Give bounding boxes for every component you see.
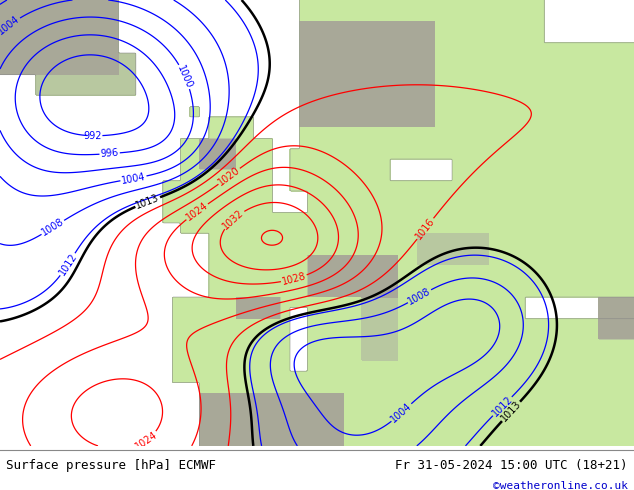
Text: 1004: 1004 [0, 14, 22, 37]
Text: 1024: 1024 [133, 429, 159, 451]
Text: 1004: 1004 [389, 401, 414, 424]
Text: 1013: 1013 [499, 399, 523, 424]
Text: 1028: 1028 [281, 271, 307, 287]
Text: 1012: 1012 [57, 251, 79, 277]
Text: Surface pressure [hPa] ECMWF: Surface pressure [hPa] ECMWF [6, 459, 216, 472]
Text: 1024: 1024 [184, 200, 210, 223]
Text: Fr 31-05-2024 15:00 UTC (18+21): Fr 31-05-2024 15:00 UTC (18+21) [395, 459, 628, 472]
Text: 1000: 1000 [176, 63, 195, 90]
Text: 1004: 1004 [120, 172, 146, 186]
Text: 1020: 1020 [216, 165, 242, 188]
Text: 1008: 1008 [40, 217, 66, 238]
Text: 1016: 1016 [414, 216, 437, 242]
Text: 1012: 1012 [490, 394, 515, 418]
Text: 1013: 1013 [134, 193, 161, 211]
Text: 1032: 1032 [221, 207, 246, 231]
Text: 1008: 1008 [406, 286, 432, 307]
Text: 996: 996 [100, 148, 119, 159]
Text: 992: 992 [83, 131, 101, 141]
Text: ©weatheronline.co.uk: ©weatheronline.co.uk [493, 481, 628, 490]
